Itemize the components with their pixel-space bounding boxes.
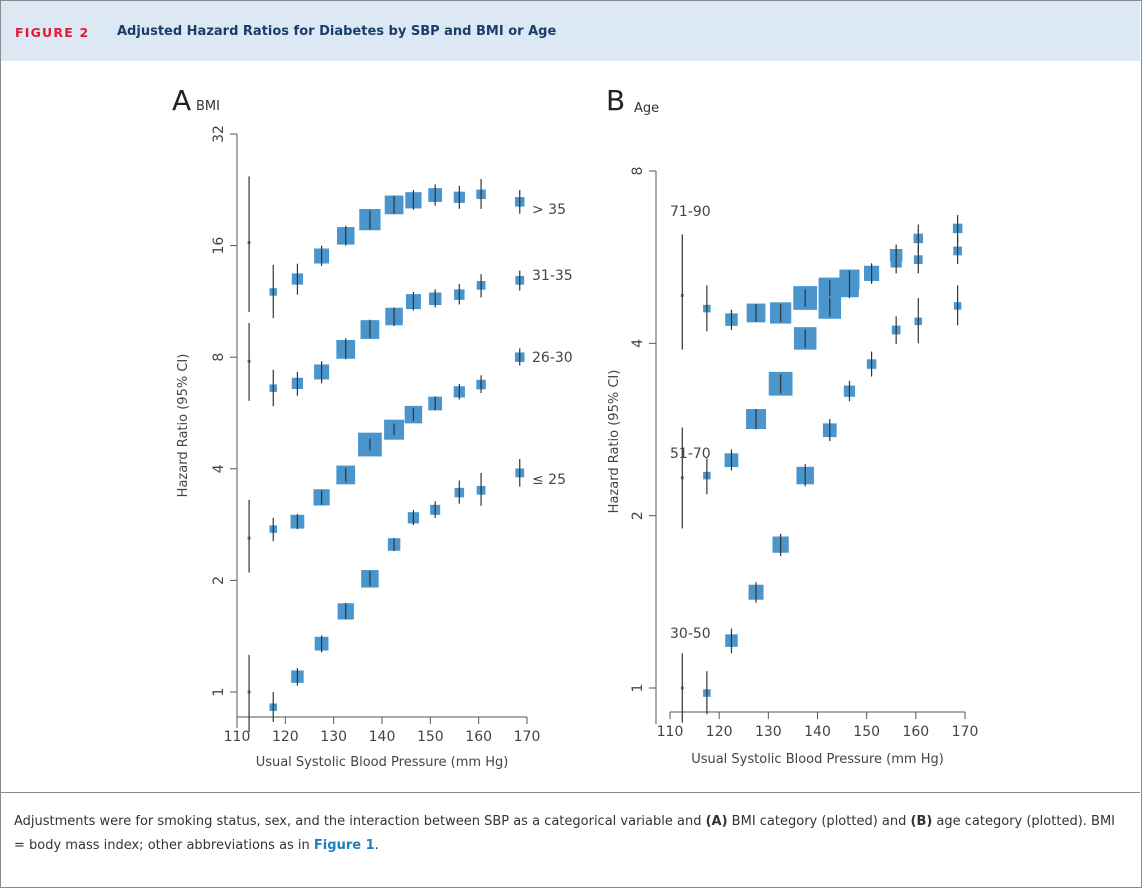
panel-a-x-tick-label: 120 [272,729,299,745]
panel-b-series-label: 30-50 [670,626,711,642]
panel-a-subtitle: BMI [196,99,220,114]
panel-a-y-tick-label: 4 [211,464,227,473]
panel-a-y-tick-label: 32 [211,125,227,143]
panel-a-x-tick-label: 170 [514,729,541,745]
figure-charts: A BMI 1 2 4 8 16 32 Hazard Ratio (95% CI) 110 120 1… [172,84,979,770]
panel-a-x-tick-label: 130 [320,729,347,745]
panel-b-x-tick-label: 130 [755,724,782,740]
panel-a-series-label: 26-30 [532,350,573,366]
caption-text-3: age category (plotted). BMI = body mass … [14,814,1116,853]
panel-a-y-tick-label: 2 [211,576,227,585]
panel-a-x-tick-label: 140 [369,729,396,745]
panel-b-x-tick-label: 120 [706,724,733,740]
panel-a-y-tick-label: 16 [211,237,227,255]
caption-divider [1,792,1140,793]
panel-a-series-label: 31-35 [532,268,573,284]
panel-b-x-tick-label: 110 [657,724,684,740]
panel-a-series-label: ≤ 25 [532,472,566,488]
panel-a-y-tick-label: 1 [211,688,227,697]
panel-b-x-tick-label: 140 [804,724,831,740]
panel-a-x-tick-label: 150 [417,729,444,745]
caption-text-1: Adjustments were for smoking status, sex… [14,814,706,829]
panel-b-y-tick-label: 2 [630,511,646,520]
panel-a-x-label: Usual Systolic Blood Pressure (mm Hg) [256,755,509,770]
panel-b-y-label: Hazard Ratio (95% CI) [607,370,622,514]
panel-a-y-tick-label: 8 [211,353,227,362]
panel-a-letter: A [172,84,191,117]
caption-text-2: BMI category (plotted) and [727,814,911,829]
caption-bold-b: (B) [910,814,933,829]
panel-b-x-label: Usual Systolic Blood Pressure (mm Hg) [691,752,944,767]
figure-caption: Adjustments were for smoking status, sex… [14,810,1124,858]
caption-bold-a: (A) [705,814,728,829]
panel-a-series-label: > 35 [532,202,566,218]
panel-b-x-tick-label: 170 [952,724,979,740]
panel-a-x-tick-label: 160 [465,729,492,745]
figure-1-link[interactable]: Figure 1 [313,838,375,853]
panel-a-x-tick-label: 110 [224,729,251,745]
panel-b-series-label: 71-90 [670,204,711,220]
panel-b-x-tick-label: 160 [902,724,929,740]
panel-b-x-tick-label: 150 [853,724,880,740]
figure-title: Adjusted Hazard Ratios for Diabetes by S… [117,24,557,39]
figure-label: FIGURE 2 [15,25,90,40]
caption-text-4: . [374,838,379,853]
panel-b-series-label: 51-70 [670,446,711,462]
panel-b-y-tick-label: 4 [630,339,646,348]
panel-b-letter: B [606,84,625,117]
panel-b-y-tick-label: 1 [630,684,646,693]
panel-b-y-tick-label: 8 [630,167,646,176]
panel-a-y-label: Hazard Ratio (95% CI) [176,354,191,498]
panel-b-subtitle: Age [634,101,659,116]
figure-header: FIGURE 2 Adjusted Hazard Ratios for Diab… [1,1,1140,61]
